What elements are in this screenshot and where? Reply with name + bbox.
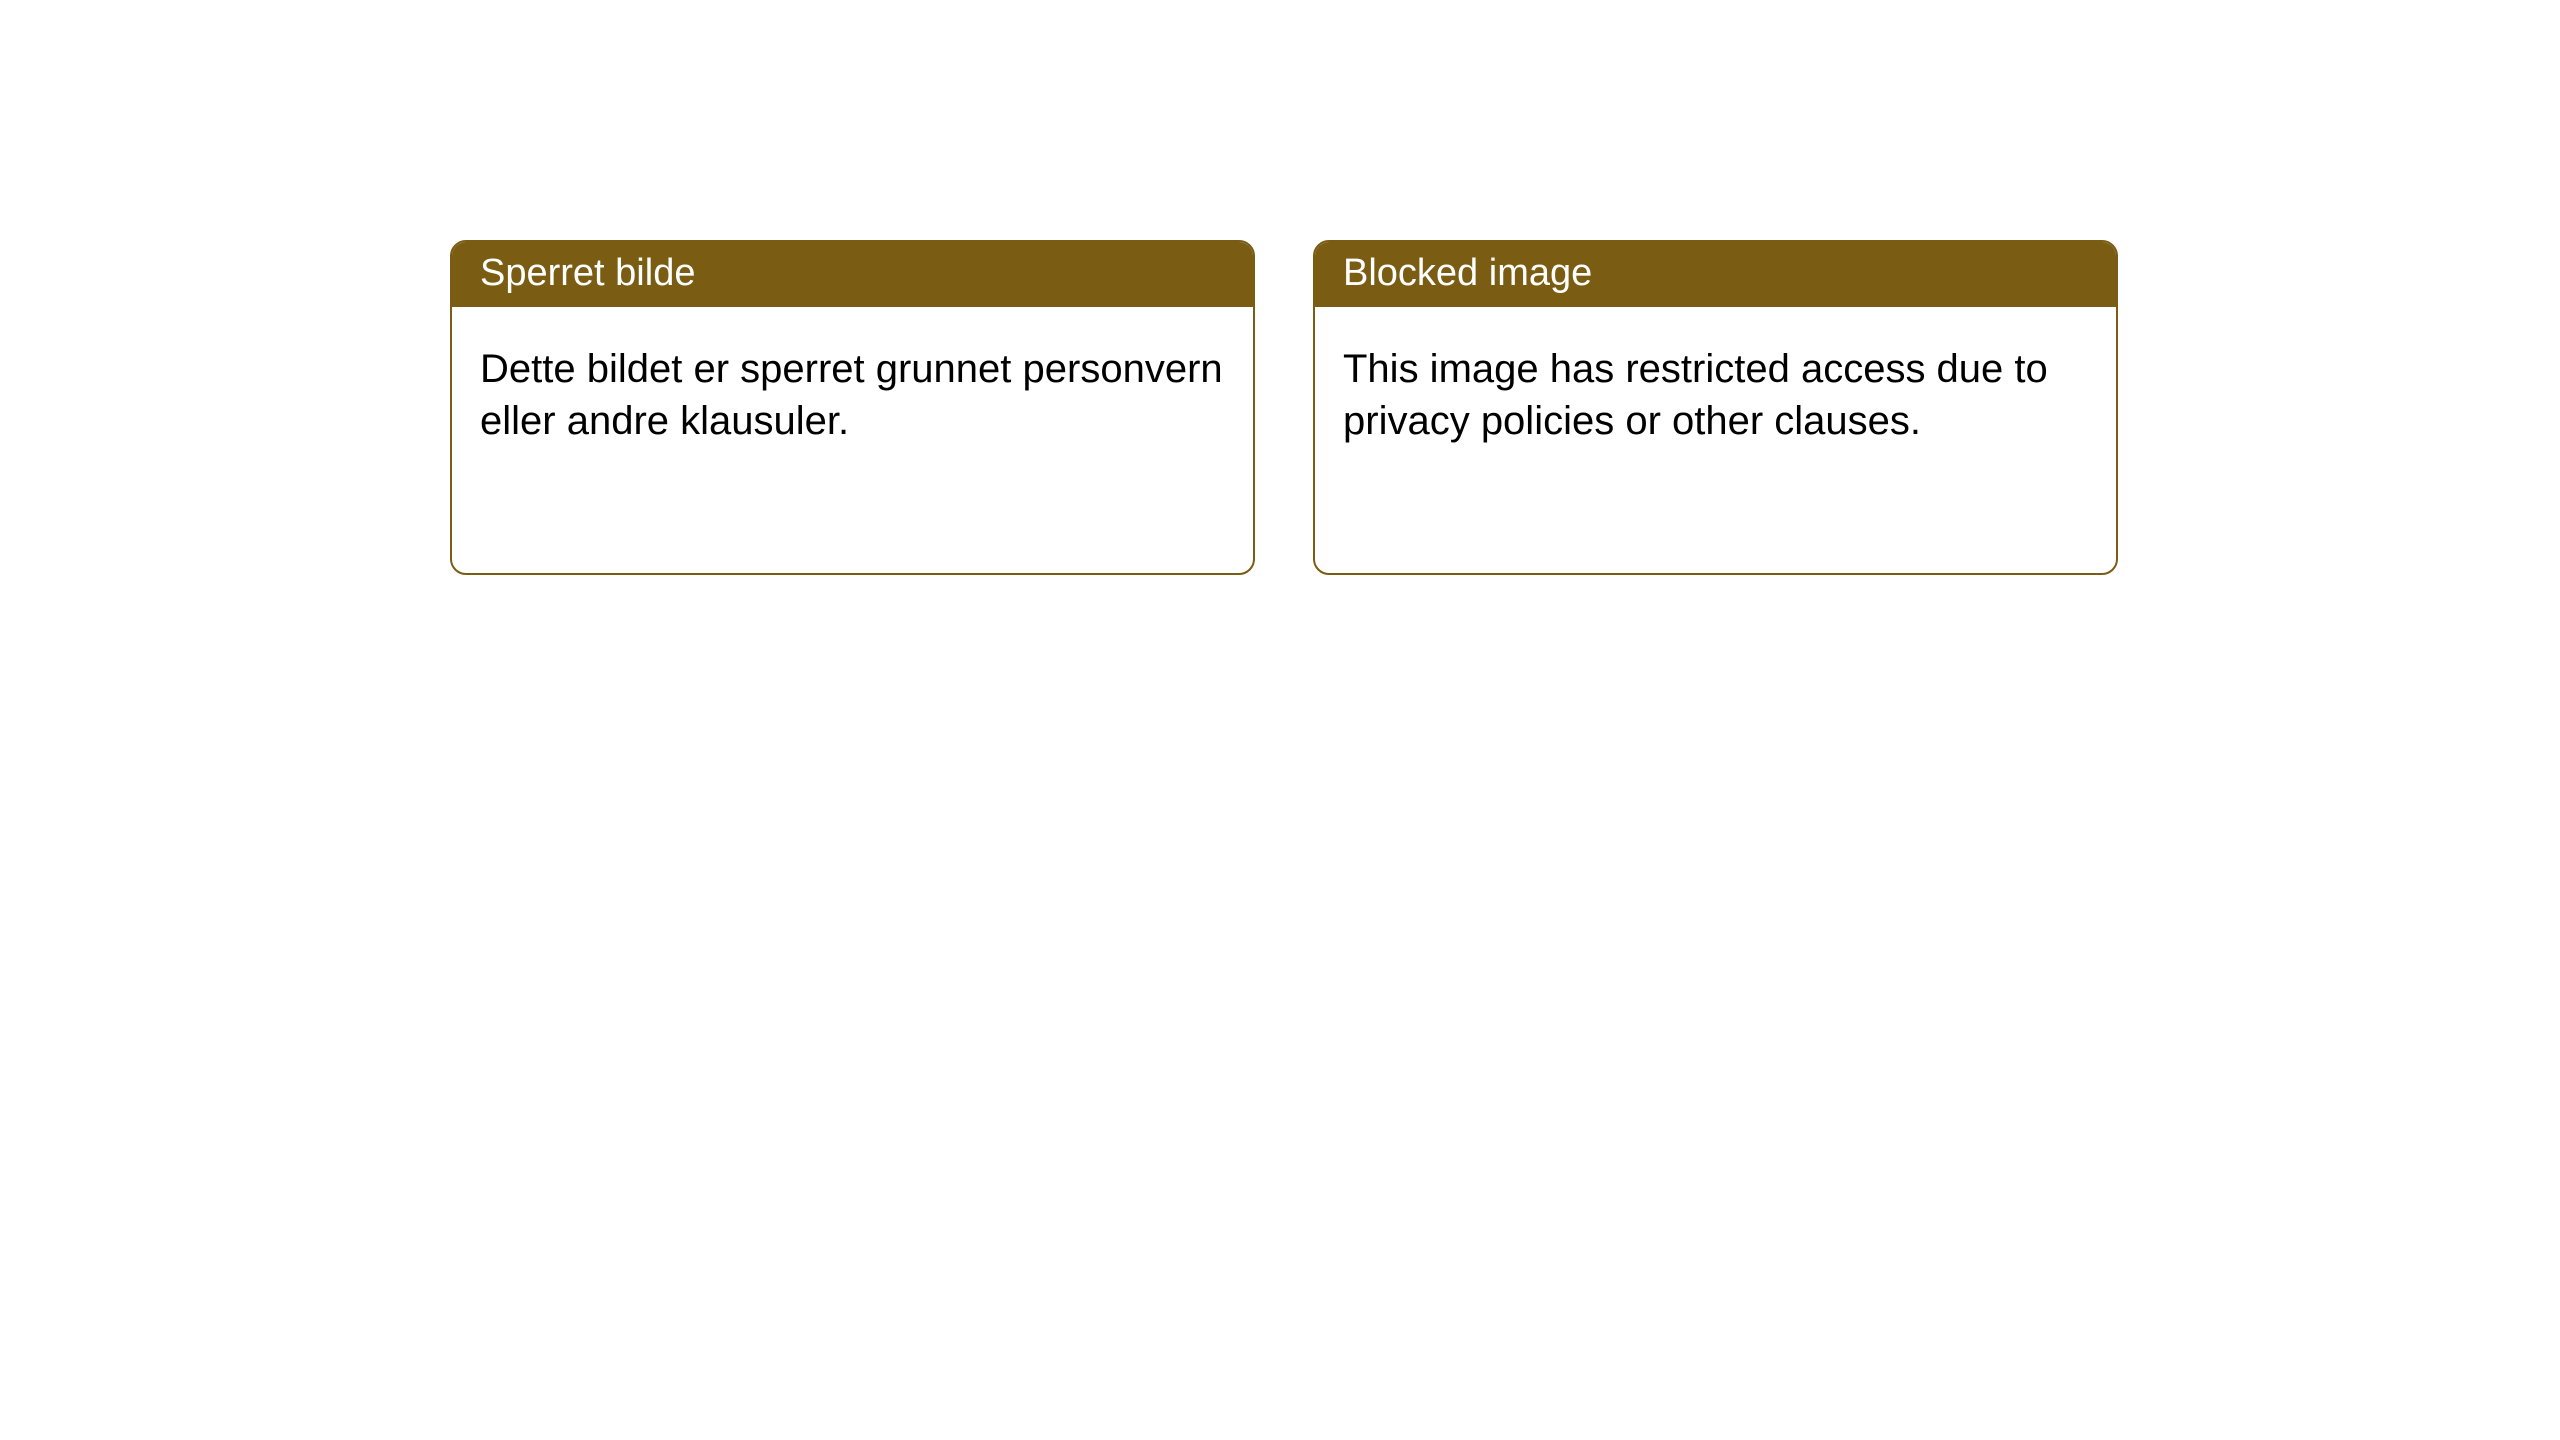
blocked-image-card-no: Sperret bilde Dette bildet er sperret gr…: [450, 240, 1255, 575]
card-body-en: This image has restricted access due to …: [1315, 307, 2116, 483]
blocked-image-card-en: Blocked image This image has restricted …: [1313, 240, 2118, 575]
card-header-no: Sperret bilde: [452, 242, 1253, 307]
notice-container: Sperret bilde Dette bildet er sperret gr…: [0, 0, 2560, 575]
card-header-en: Blocked image: [1315, 242, 2116, 307]
card-body-no: Dette bildet er sperret grunnet personve…: [452, 307, 1253, 483]
